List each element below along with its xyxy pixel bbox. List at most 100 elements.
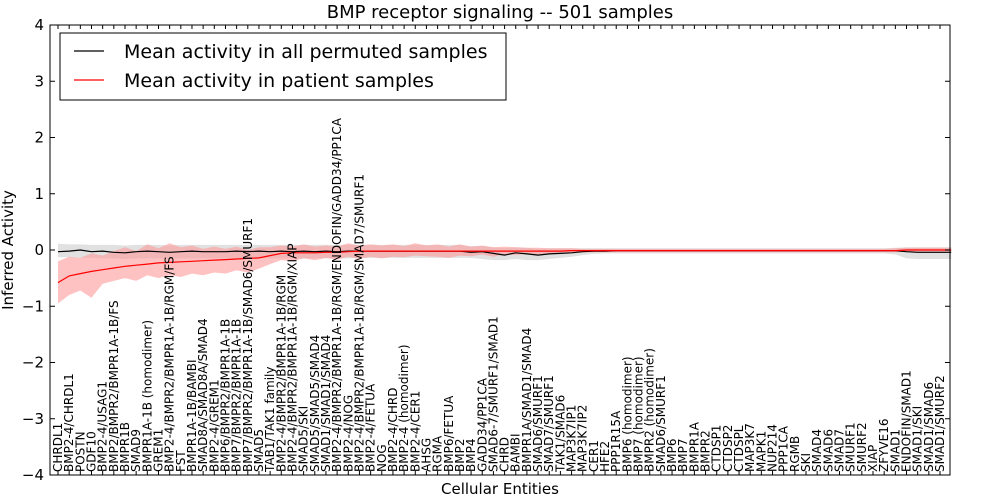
band-patient — [58, 243, 952, 304]
legend-label-permuted: Mean activity in all permuted samples — [124, 41, 487, 63]
x-tick-label: BMP6 — [665, 439, 679, 472]
x-tick-label: BMPR1A/SMAD1/SMAD4 — [520, 328, 534, 472]
x-tick-label: BMP2-4/GREM1 — [207, 379, 221, 472]
x-tick-label: SMAD5/SKI — [297, 406, 311, 472]
x-tick-label: SMAD6-7/SMURF1/SMAD1 — [486, 316, 500, 472]
chart-title: BMP receptor signaling -- 501 samples — [327, 2, 674, 23]
x-tick-label: CTDSP2 — [721, 425, 735, 472]
y-tick-label: 1 — [34, 185, 44, 203]
x-tick-label: NOG — [375, 444, 389, 472]
legend: Mean activity in all permuted samples Me… — [59, 32, 507, 101]
y-axis-label: Inferred Activity — [0, 190, 17, 310]
y-tick-label: −3 — [22, 410, 44, 428]
x-tick-label: SMAD7 — [833, 429, 847, 472]
y-tick-label: −4 — [22, 466, 44, 484]
x-tick-label: SMAD8A/SMAD8A/SMAD4 — [196, 318, 210, 472]
x-tick-label: SMAD5/SMAD5/SMAD4 — [308, 335, 322, 472]
x-tick-label: SMAD7/SMURF1 — [542, 375, 556, 472]
x-tick-label: BMP2-4/BMPR2/BMPR1A-1B/RGM/XIAP — [286, 243, 300, 472]
x-tick-label: BMP7 — [676, 439, 690, 472]
x-tick-label: SMAD9 — [129, 429, 143, 472]
x-tick-label: ZFYVE16 — [877, 418, 891, 472]
x-tick-label: SMAD1 — [888, 429, 902, 472]
x-tick-label: CTDSP1 — [710, 425, 724, 472]
x-tick-label: BMP6 (homodimer) — [620, 356, 634, 472]
x-tick-label: RGMA — [431, 435, 445, 472]
x-tick-label: SMAD1/SKI — [911, 406, 925, 472]
x-tick-label: MAP3K7IP1 — [565, 405, 579, 472]
x-tick-label: BMPR1A — [687, 421, 701, 472]
x-tick-label: MAP3K7IP2 — [576, 405, 590, 472]
x-tick-label: GDF10 — [85, 431, 99, 472]
y-tick-label: −1 — [22, 297, 44, 315]
x-tick-label: BMP2-4/CHRD — [386, 388, 400, 472]
y-tick-label: 3 — [34, 72, 44, 90]
x-tick-label: PPP1CA — [777, 425, 791, 472]
series-line-patient — [57, 249, 952, 284]
x-tick-label: SKI — [799, 453, 813, 472]
x-tick-label: BMP6/FETUA — [442, 395, 456, 472]
x-tick-label: SMAD1/SMURF2 — [933, 375, 947, 472]
x-tick-label: BMP2-4/BMPR2/BMPR1A-1B/RGM/ENDOFIN/GADD3… — [330, 117, 344, 472]
x-tick-label: BMP2-4/USAG1 — [96, 381, 110, 472]
x-tick-label: BMP4 — [464, 439, 478, 472]
x-tick-label: BMP6/BMPR2/BMPR1A-1B — [219, 319, 233, 472]
x-tick-label: SMURF2 — [855, 422, 869, 472]
x-axis: CHRDL1BMP2-4/CHRDL1POSTNGDF10BMP2-4/USAG… — [51, 25, 947, 475]
x-axis-label: Cellular Entities — [441, 480, 559, 498]
x-tick-label: BMP7/BMPR2/BMPR1A-1B — [230, 319, 244, 472]
confidence-bands — [58, 243, 952, 304]
series-lines — [57, 249, 952, 284]
legend-label-patient: Mean activity in patient samples — [124, 70, 434, 92]
x-tick-label: GREM1 — [152, 429, 166, 472]
x-tick-label: BMP2-4/BMPR2/BMPR1A-1B/RGM/SMAD7/SMURF1 — [352, 174, 366, 472]
x-tick-label: SMAD1/SMAD6 — [922, 382, 936, 472]
x-tick-label: BMP2-4/NOG — [341, 395, 355, 472]
x-tick-label: SMAD6/SMURF1 — [654, 375, 668, 472]
x-tick-label: BMP7/BMPR2/BMPR1A-1B/SMAD6/SMURF1 — [241, 218, 255, 472]
x-tick-label: CHRDL1 — [51, 423, 65, 472]
x-tick-label: BMP7 (homodimer) — [632, 356, 646, 472]
x-tick-label: BMPR1A-1B (homodimer) — [140, 320, 154, 472]
x-tick-label: FST — [174, 450, 188, 472]
x-tick-label: BMP2 — [453, 439, 467, 472]
y-tick-label: −2 — [22, 354, 44, 372]
x-tick-label: BMP2-4 (homodimer) — [397, 344, 411, 472]
x-tick-label: BMP2-4/CER1 — [408, 391, 422, 472]
x-tick-label: BMP2-4/CHRDL1 — [62, 373, 76, 472]
x-tick-label: SMAD6 — [821, 429, 835, 472]
x-tick-label: PPP1R15A — [609, 410, 623, 472]
x-tick-label: NUP214 — [766, 424, 780, 472]
x-tick-label: CHRD — [498, 437, 512, 472]
x-tick-label: BMPR1B — [118, 422, 132, 472]
x-tick-label: TAB1/TAK1 family — [263, 367, 277, 473]
x-tick-label: SMAD5 — [252, 429, 266, 472]
x-tick-label: ENDOFIN/SMAD1 — [900, 370, 914, 472]
x-tick-label: SMAD1/SMAD1/SMAD4 — [319, 335, 333, 472]
x-tick-label: BMP2/BMPR2/BMPR1A-1B/FS — [107, 300, 121, 472]
x-tick-label: BMPR1A-1B/BAMBI — [185, 359, 199, 472]
x-tick-label: BMPR2 — [699, 430, 713, 472]
x-tick-label: MAPK1 — [754, 431, 768, 472]
x-tick-label: BAMBI — [509, 433, 523, 472]
y-axis: −4 −3 −2 −1 0 1 2 3 4 — [22, 16, 950, 484]
x-tick-label: HFE2 — [598, 441, 612, 472]
x-tick-label: CER1 — [587, 440, 601, 472]
x-tick-label: MAP3K7 — [743, 423, 757, 472]
x-tick-label: SMAD6/SMURF1 — [531, 375, 545, 472]
y-tick-label: 0 — [34, 241, 44, 259]
x-tick-label: SMURF1 — [844, 422, 858, 472]
x-tick-label: BMP2-4/BMPR2/BMPR1A-1B/RGM/FS — [163, 256, 177, 472]
x-tick-label: AHSG — [419, 438, 433, 472]
x-tick-label: GADD34/PP1CA — [475, 377, 489, 472]
x-tick-label: TAK1/SMAD6 — [553, 395, 567, 473]
x-tick-label: BMP2-4/FETUA — [364, 383, 378, 472]
y-tick-label: 2 — [34, 129, 44, 147]
legend-box — [59, 32, 507, 101]
x-tick-label: CTDSPL — [732, 425, 746, 472]
x-tick-label: BMPR2 (homodimer) — [643, 348, 657, 472]
x-tick-label: SMAD4 — [810, 429, 824, 472]
x-tick-label: POSTN — [73, 431, 87, 472]
x-tick-label: XIAP — [866, 445, 880, 472]
